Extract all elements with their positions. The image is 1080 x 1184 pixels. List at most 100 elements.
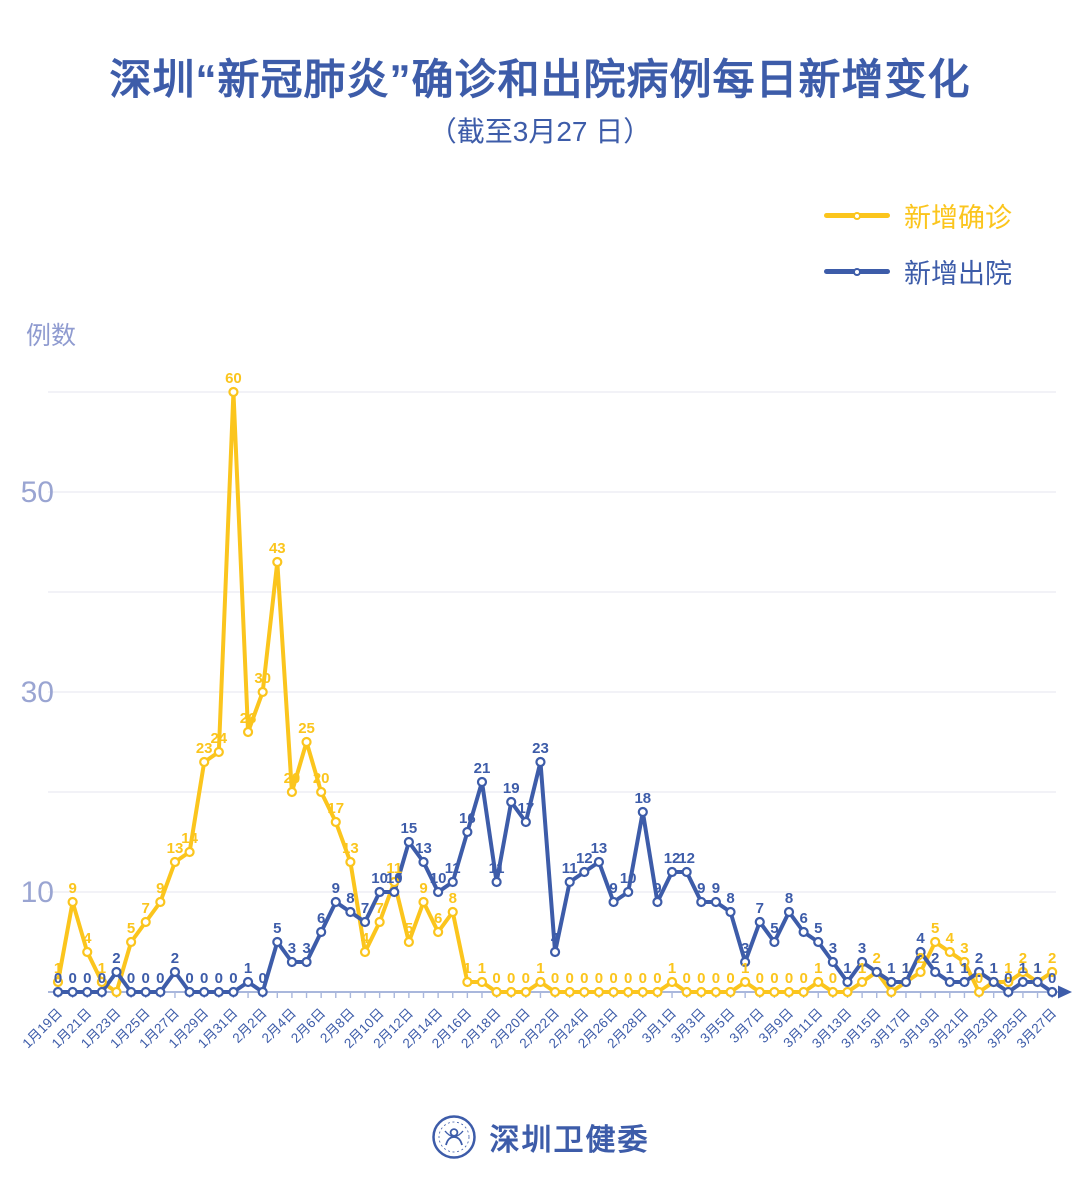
- value-label: 13: [415, 840, 432, 857]
- data-point: [213, 986, 224, 998]
- value-label: 0: [54, 970, 62, 987]
- data-point: [301, 736, 312, 748]
- value-label: 7: [142, 900, 150, 917]
- data-point: [681, 866, 692, 878]
- legend: 新增确诊 新增出院: [824, 196, 1012, 291]
- value-label: 5: [931, 920, 939, 937]
- data-point: [316, 786, 327, 798]
- x-axis-arrow-icon: [1058, 985, 1072, 999]
- data-point: [652, 896, 663, 908]
- data-point: [184, 986, 195, 998]
- data-point: [593, 986, 605, 998]
- value-label: 9: [332, 880, 340, 897]
- data-point: [696, 986, 707, 998]
- value-label: 1: [478, 960, 486, 977]
- value-label: 1: [1004, 960, 1012, 977]
- value-label: 25: [298, 720, 315, 737]
- value-label: 0: [185, 970, 193, 987]
- data-point: [330, 816, 341, 828]
- value-label: 2: [975, 950, 983, 967]
- data-point: [213, 746, 224, 758]
- data-point: [900, 976, 912, 988]
- value-label: 1: [741, 960, 749, 977]
- data-point: [433, 926, 444, 938]
- value-label: 10: [386, 870, 403, 887]
- data-point: [359, 946, 371, 958]
- data-point: [418, 856, 429, 868]
- data-point: [959, 956, 970, 968]
- value-label: 9: [609, 880, 617, 897]
- data-point: [623, 986, 634, 998]
- value-label: 1: [902, 960, 910, 977]
- data-point: [959, 976, 970, 988]
- value-label: 7: [361, 900, 369, 917]
- value-label: 23: [532, 740, 549, 757]
- value-label: 26: [240, 710, 257, 727]
- value-label: 0: [229, 970, 237, 987]
- legend-discharged-line-icon: [824, 267, 890, 276]
- value-label: 0: [799, 970, 807, 987]
- value-label: 5: [770, 920, 778, 937]
- value-label: 2: [1019, 950, 1027, 967]
- data-point: [126, 936, 137, 948]
- data-point: [564, 986, 575, 998]
- data-point: [506, 796, 517, 808]
- data-point: [257, 686, 268, 698]
- data-point: [856, 956, 868, 968]
- legend-label-confirmed: 新增确诊: [904, 203, 1012, 233]
- value-label: 1: [54, 960, 62, 977]
- shenzhen-health-commission-logo: [431, 1115, 476, 1159]
- data-point: [637, 986, 648, 998]
- data-point: [111, 966, 122, 978]
- value-label: 0: [566, 970, 574, 987]
- data-point: [593, 856, 605, 868]
- value-label: 11: [562, 860, 578, 877]
- value-label: 0: [551, 970, 559, 987]
- value-label: 6: [799, 910, 807, 927]
- data-point: [769, 936, 780, 948]
- data-point: [140, 986, 151, 998]
- data-point: [710, 986, 722, 998]
- value-label: 1: [902, 960, 910, 977]
- value-label: 10: [371, 870, 388, 887]
- data-point: [666, 866, 678, 878]
- value-label: 0: [609, 970, 617, 987]
- value-label: 1: [1033, 960, 1041, 977]
- data-point: [447, 876, 458, 888]
- data-point: [286, 956, 298, 968]
- value-label: 9: [68, 880, 76, 897]
- data-point: [96, 976, 107, 988]
- data-point: [930, 936, 941, 948]
- value-label: 10: [620, 870, 637, 887]
- value-label: 5: [127, 920, 135, 937]
- legend-item-confirmed: 新增确诊: [824, 196, 1012, 235]
- value-label: 15: [401, 820, 418, 837]
- logo-person-arms: [443, 1130, 464, 1138]
- data-point: [111, 986, 122, 998]
- value-label: 0: [156, 970, 164, 987]
- value-label: 2: [916, 950, 924, 967]
- data-point: [286, 786, 298, 798]
- y-axis-tick-label: 30: [21, 676, 54, 709]
- data-point: [973, 966, 985, 978]
- data-point: [535, 756, 546, 768]
- value-label: 1: [98, 960, 106, 977]
- value-label: 13: [342, 840, 359, 857]
- value-label: 24: [210, 730, 227, 747]
- value-label: 0: [975, 970, 983, 987]
- legend-confirmed-dot-icon: [853, 211, 861, 220]
- value-label: 6: [434, 910, 442, 927]
- data-point: [549, 986, 561, 998]
- value-label: 1: [960, 960, 968, 977]
- value-label: 4: [916, 930, 925, 947]
- data-point: [462, 826, 473, 838]
- value-label: 8: [346, 890, 354, 907]
- value-label: 3: [288, 940, 296, 957]
- data-point: [930, 966, 941, 978]
- data-point: [652, 986, 663, 998]
- value-label: 1: [244, 960, 252, 977]
- data-point: [549, 946, 561, 958]
- value-label: 0: [1048, 970, 1056, 987]
